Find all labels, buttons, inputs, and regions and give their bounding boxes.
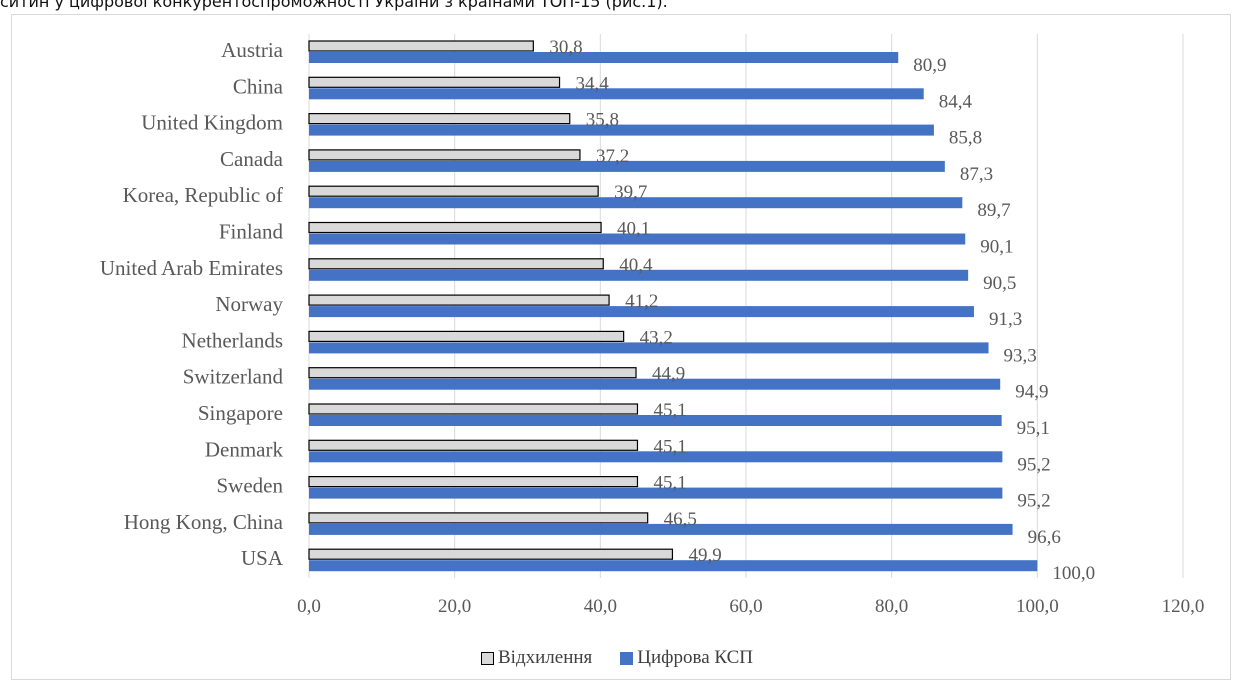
x-tick-label-6: 120,0 (1162, 596, 1205, 617)
bar-digital-ksp-6 (309, 269, 969, 281)
data-label-digital-ksp-8: 93,3 (1004, 345, 1037, 366)
x-tick-label-5: 100,0 (1016, 596, 1059, 617)
bar-deviation-5 (308, 221, 602, 234)
data-label-deviation-10: 45,1 (653, 400, 686, 421)
data-label-digital-ksp-0: 80,9 (913, 55, 946, 76)
bar-deviation-14 (308, 548, 674, 560)
legend-item-digital-ksp: Цифрова КСП (620, 647, 753, 669)
legend-label-deviation: Відхилення (498, 647, 593, 668)
bar-deviation-4 (308, 185, 599, 197)
bar-deviation-10 (308, 403, 639, 415)
data-label-deviation-11: 45,1 (653, 436, 686, 457)
bar-deviation-0 (308, 40, 534, 52)
category-label-1: China (233, 74, 284, 98)
category-label-9: Switzerland (183, 365, 284, 389)
data-label-digital-ksp-7: 91,3 (989, 309, 1022, 330)
bar-deviation-2 (308, 112, 571, 125)
bar-deviation-9 (308, 367, 637, 379)
category-label-4: Korea, Republic of (123, 183, 283, 207)
legend-item-deviation: Відхилення (481, 647, 592, 669)
data-label-digital-ksp-3: 87,3 (960, 164, 993, 185)
data-label-deviation-3: 37,2 (596, 146, 629, 167)
bar-deviation-3 (308, 149, 581, 161)
caption-fragment: ситин у цифрової конкурентоспроможності … (0, 0, 668, 11)
bar-deviation-7 (308, 294, 610, 306)
data-label-deviation-5: 40,1 (617, 219, 650, 240)
x-tick-label-2: 40,0 (584, 596, 617, 617)
category-label-8: Netherlands (182, 328, 283, 352)
category-label-5: Finland (219, 220, 284, 244)
bar-deviation-12 (308, 476, 639, 488)
bar-digital-ksp-0 (309, 52, 899, 63)
data-label-digital-ksp-10: 95,1 (1017, 418, 1050, 439)
bar-digital-ksp-12 (309, 487, 1003, 499)
data-label-deviation-4: 39,7 (614, 182, 647, 203)
data-label-deviation-7: 41,2 (625, 291, 658, 312)
category-label-13: Hong Kong, China (124, 510, 284, 534)
data-label-deviation-8: 43,2 (640, 327, 673, 348)
category-label-12: Sweden (217, 474, 284, 498)
data-label-digital-ksp-2: 85,8 (949, 128, 982, 149)
legend: Відхилення Цифрова КСП (0, 643, 1234, 673)
data-label-deviation-2: 35,8 (586, 110, 619, 131)
data-label-digital-ksp-12: 95,2 (1017, 491, 1050, 512)
category-label-10: Singapore (198, 401, 283, 425)
x-tick-label-0: 0,0 (297, 596, 321, 617)
bar-deviation-8 (308, 330, 625, 342)
category-label-14: USA (241, 546, 284, 570)
bar-digital-ksp-13 (309, 523, 1013, 535)
legend-label-digital-ksp: Цифрова КСП (637, 647, 753, 668)
bar-digital-ksp-1 (309, 88, 924, 100)
data-label-deviation-6: 40,4 (619, 255, 653, 276)
category-label-7: Norway (215, 292, 283, 316)
bar-deviation-1 (308, 76, 561, 88)
bar-digital-ksp-5 (309, 233, 966, 245)
x-tick-label-1: 20,0 (438, 596, 471, 617)
data-label-deviation-14: 49,9 (688, 545, 721, 566)
category-label-0: Austria (221, 38, 284, 62)
bar-digital-ksp-14 (309, 560, 1038, 572)
data-label-digital-ksp-6: 90,5 (983, 273, 1016, 294)
data-label-digital-ksp-4: 89,7 (977, 200, 1010, 221)
data-label-deviation-0: 30,8 (549, 37, 582, 58)
category-label-11: Denmark (205, 437, 284, 461)
data-label-digital-ksp-11: 95,2 (1017, 454, 1050, 475)
data-label-deviation-13: 46,5 (664, 509, 697, 530)
x-tick-label-4: 80,0 (875, 596, 908, 617)
data-label-deviation-1: 34,4 (576, 73, 610, 94)
data-label-digital-ksp-13: 96,6 (1028, 527, 1061, 548)
bar-deviation-13 (308, 512, 649, 524)
data-label-digital-ksp-1: 84,4 (939, 91, 973, 112)
bar-digital-ksp-10 (309, 415, 1002, 426)
x-tick-label-3: 60,0 (729, 596, 762, 617)
data-label-digital-ksp-9: 94,9 (1015, 382, 1048, 403)
data-label-digital-ksp-14: 100,0 (1052, 563, 1095, 584)
bar-digital-ksp-2 (309, 124, 934, 136)
category-label-3: Canada (220, 147, 284, 171)
bar-deviation-6 (308, 258, 604, 270)
category-label-6: United Arab Emirates (100, 256, 283, 280)
bar-digital-ksp-9 (309, 378, 1001, 390)
legend-swatch-digital-ksp (620, 651, 634, 665)
data-label-digital-ksp-5: 90,1 (980, 237, 1013, 258)
bar-digital-ksp-7 (309, 306, 974, 318)
bar-deviation-11 (308, 439, 639, 451)
bar-digital-ksp-4 (309, 197, 963, 209)
bar-digital-ksp-3 (309, 160, 945, 172)
data-label-deviation-9: 44,9 (652, 364, 685, 385)
legend-swatch-deviation (481, 651, 494, 665)
category-label-2: United Kingdom (141, 111, 283, 135)
data-label-deviation-12: 45,1 (653, 473, 686, 494)
bar-digital-ksp-11 (309, 451, 1003, 463)
bar-digital-ksp-8 (309, 342, 989, 354)
